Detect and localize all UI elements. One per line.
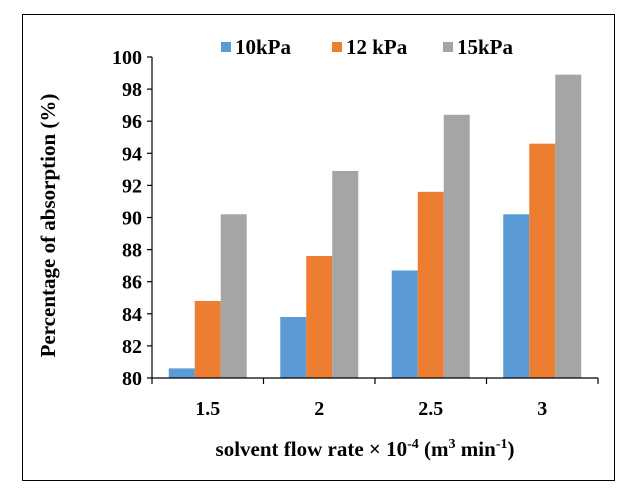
bar-3-2.5 [443, 114, 470, 378]
bar-1-2 [280, 317, 307, 378]
legend-swatch [332, 42, 342, 52]
legend-label: 10kPa [235, 35, 292, 59]
x-tick-label: 2 [314, 398, 324, 420]
y-tick-label: 82 [122, 336, 142, 358]
legend-label: 12 kPa [346, 35, 408, 59]
y-tick-label: 84 [122, 304, 142, 326]
bar-2-3 [529, 143, 556, 378]
y-axis: 80 82 84 86 88 90 92 94 96 98 100 [112, 47, 153, 390]
y-tick-label: 90 [122, 208, 142, 230]
y-tick-label: 98 [122, 79, 142, 101]
bars [168, 74, 582, 378]
bar-3-1.5 [220, 214, 247, 378]
y-axis-label: Percentage of absorption (%) [36, 94, 60, 358]
bar-1-1.5 [168, 368, 195, 378]
y-tick-label: 100 [112, 47, 142, 69]
bar-2-1.5 [194, 300, 221, 378]
legend: 10kPa 12 kPa 15kPa [221, 35, 514, 59]
bar-1-3 [503, 214, 530, 378]
bar-1-2.5 [391, 270, 418, 378]
bar-2-2 [306, 256, 333, 378]
y-tick-label: 96 [122, 111, 142, 133]
legend-swatch [221, 42, 231, 52]
x-tick-label: 1.5 [195, 398, 220, 420]
y-tick-label: 88 [122, 240, 142, 262]
y-tick-label: 94 [122, 143, 142, 165]
legend-swatch [443, 42, 453, 52]
y-tick-label: 80 [122, 368, 142, 390]
bar-3-2 [332, 170, 359, 378]
x-axis: 1.5 2 2.5 3 [151, 377, 599, 420]
bar-2-2.5 [417, 191, 444, 378]
y-tick-label: 86 [122, 272, 142, 294]
legend-label: 15kPa [457, 35, 514, 59]
y-tick-label: 92 [122, 175, 142, 197]
x-tick-label: 3 [537, 398, 547, 420]
bar-3-3 [555, 74, 582, 378]
x-axis-label: solvent flow rate × 10-4 (m3 min-1) [216, 437, 515, 461]
x-tick-label: 2.5 [418, 398, 443, 420]
